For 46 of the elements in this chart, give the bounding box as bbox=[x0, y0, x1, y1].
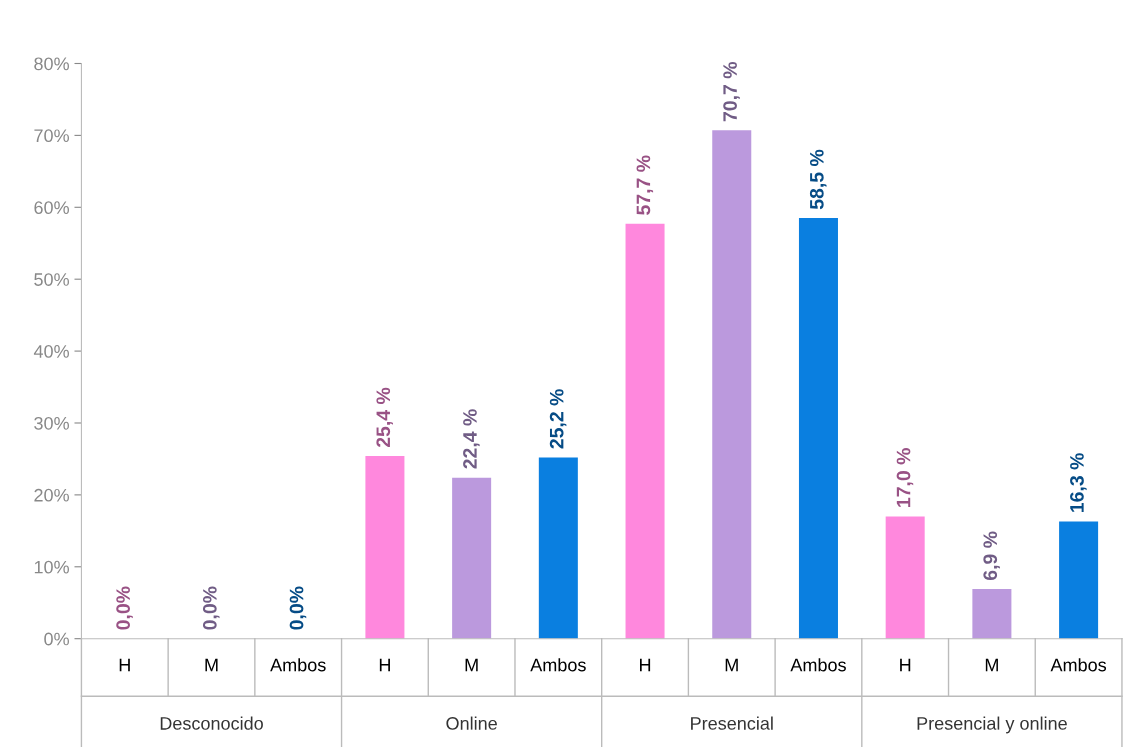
x-tick-label: Ambos bbox=[270, 658, 326, 672]
bar bbox=[538, 457, 578, 639]
bar bbox=[885, 516, 925, 639]
data-label: 57,7 % bbox=[636, 155, 654, 215]
data-label: 25,2 % bbox=[549, 389, 567, 449]
y-tick-label: 80% bbox=[34, 57, 69, 71]
y-tick-label: 60% bbox=[34, 201, 69, 215]
x-tick-label: H bbox=[119, 658, 130, 672]
y-tick-label: 70% bbox=[34, 129, 69, 143]
y-tick-label: 20% bbox=[34, 488, 69, 502]
bar bbox=[798, 218, 838, 639]
x-tick-label: M bbox=[465, 658, 478, 672]
data-label: 25,4 % bbox=[376, 387, 393, 448]
text: Desconocido bbox=[160, 716, 263, 730]
data-label: 58,5 % bbox=[809, 149, 827, 210]
data-label: 0,0% bbox=[202, 586, 220, 630]
x-tick-label: Ambos bbox=[1050, 658, 1107, 672]
data-label: 22,4 % bbox=[463, 409, 480, 469]
x-tick-label: M bbox=[205, 658, 218, 672]
data-label: 70,7 % bbox=[723, 62, 740, 122]
x-tick-label: M bbox=[725, 658, 738, 672]
y-tick-label: 10% bbox=[34, 560, 69, 574]
x-tick-label: Ambos bbox=[790, 658, 846, 672]
data-label: 17,0 % bbox=[896, 448, 914, 507]
data-label: 16,3 % bbox=[1070, 453, 1087, 512]
text: Online bbox=[446, 716, 497, 730]
text: Presencial bbox=[691, 716, 773, 730]
bar bbox=[1059, 521, 1099, 639]
x-tick-label: H bbox=[379, 658, 390, 672]
bar bbox=[972, 589, 1012, 639]
data-label: 6,9 % bbox=[983, 531, 1000, 581]
x-tick-label: H bbox=[900, 658, 911, 672]
bar bbox=[625, 223, 665, 639]
y-tick-label: 50% bbox=[34, 273, 69, 286]
x-tick-label: H bbox=[640, 658, 651, 672]
y-tick-label: 0% bbox=[44, 632, 69, 646]
x-tick-label: Ambos bbox=[530, 658, 586, 672]
bar bbox=[365, 456, 405, 639]
y-tick-label: 40% bbox=[33, 345, 69, 358]
data-label: 0,0% bbox=[116, 586, 133, 630]
bar bbox=[712, 130, 752, 639]
bar bbox=[452, 477, 492, 639]
data-label: 0,0% bbox=[289, 586, 307, 630]
x-tick-label: M bbox=[985, 658, 998, 672]
y-tick-label: 30% bbox=[34, 416, 69, 430]
text: Presencial y online bbox=[917, 716, 1067, 734]
